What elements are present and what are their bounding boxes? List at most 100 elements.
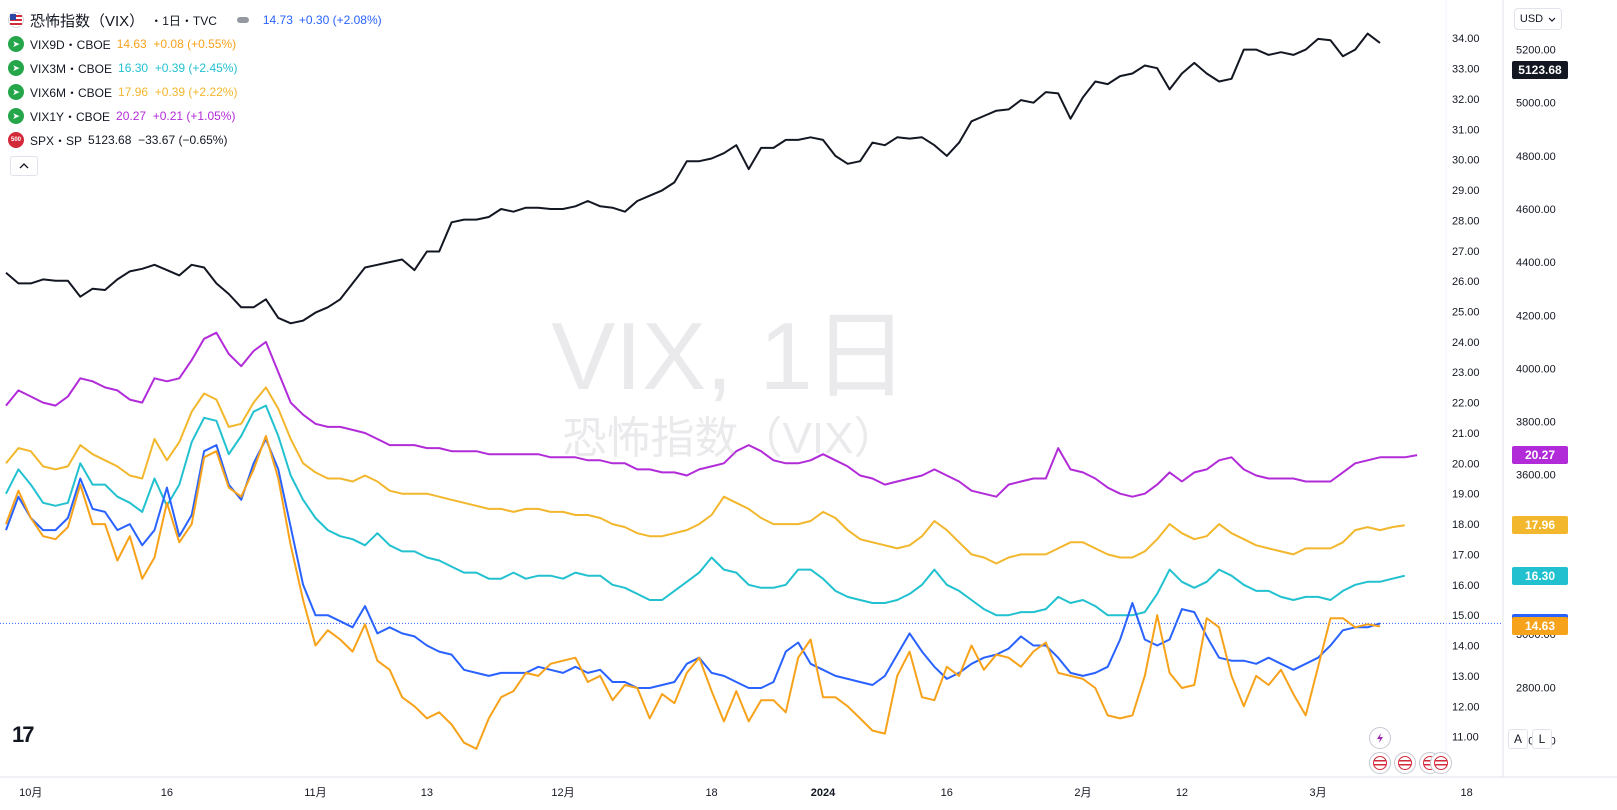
auto-scale-button[interactable]: A bbox=[1508, 729, 1528, 749]
left-tick-label: 28.00 bbox=[1452, 215, 1480, 227]
log-scale-button[interactable]: L bbox=[1532, 729, 1552, 749]
left-tick-label: 18.00 bbox=[1452, 519, 1480, 531]
time-tick-label: 2月 bbox=[1074, 787, 1091, 799]
main-last-value: 14.73 bbox=[262, 13, 293, 27]
tradingview-logo: 17 bbox=[12, 722, 35, 747]
left-tick-label: 25.00 bbox=[1452, 306, 1480, 318]
legend-row[interactable]: 500 SPX・SP 5123.68 −33.67 (−0.65%) bbox=[8, 128, 388, 152]
cboe-arrow-icon: ➤ bbox=[8, 36, 24, 52]
right-tick-label: 3600.00 bbox=[1516, 470, 1556, 482]
right-tick-label: 2800.00 bbox=[1516, 682, 1556, 694]
main-symbol-interval: ・1日・TVC bbox=[150, 13, 217, 28]
right-tick-label: 5200.00 bbox=[1516, 45, 1556, 57]
price-axis-area bbox=[1503, 0, 1617, 810]
right-tick-label: 5000.00 bbox=[1516, 98, 1556, 110]
us-flag-icon bbox=[8, 12, 24, 28]
legend-values: 16.30 +0.39 (+2.45%) bbox=[118, 61, 238, 75]
legend-symbol: VIX3M・CBOE bbox=[30, 61, 113, 76]
legend-main-row[interactable]: 恐怖指数（VIX） ・1日・TVC 14.73 +0.30 (+2.08%) bbox=[8, 8, 388, 32]
left-tick-label: 33.00 bbox=[1452, 64, 1480, 76]
time-axis-ticks: 10月 16 11月 13 12月 18 2024 16 2月 12 3月 18 bbox=[19, 787, 1473, 799]
currency-selector[interactable]: USD bbox=[1514, 8, 1562, 30]
us-flag-event-icon[interactable] bbox=[1369, 752, 1391, 774]
price-tag: 16.30 bbox=[1512, 566, 1568, 585]
cboe-arrow-icon: ➤ bbox=[8, 60, 24, 76]
right-tick-label: 4800.00 bbox=[1516, 151, 1556, 163]
collapse-legend-button[interactable] bbox=[10, 156, 38, 176]
main-change-value: +0.30 (+2.08%) bbox=[298, 13, 382, 27]
cboe-arrow-icon: ➤ bbox=[8, 108, 24, 124]
legend-symbol: VIX9D・CBOE bbox=[30, 37, 111, 52]
left-tick-label: 27.00 bbox=[1452, 246, 1480, 258]
right-tick-label: 4600.00 bbox=[1516, 204, 1556, 216]
left-tick-label: 14.00 bbox=[1452, 641, 1480, 653]
left-tick-label: 32.00 bbox=[1452, 94, 1480, 106]
legend-symbol: VIX1Y・CBOE bbox=[30, 109, 111, 124]
right-tick-label: 4000.00 bbox=[1516, 363, 1556, 375]
left-tick-label: 29.00 bbox=[1452, 185, 1480, 197]
left-tick-label: 15.00 bbox=[1452, 610, 1480, 622]
legend-values: 14.63 +0.08 (+0.55%) bbox=[116, 37, 237, 51]
right-tick-label: 4400.00 bbox=[1516, 257, 1556, 269]
time-tick-label: 13 bbox=[421, 787, 433, 799]
legend-row[interactable]: ➤ VIX9D・CBOE 14.63 +0.08 (+0.55%) bbox=[8, 32, 388, 56]
main-symbol-title: 恐怖指数（VIX） bbox=[30, 12, 145, 30]
time-tick-label: 3月 bbox=[1310, 787, 1327, 799]
legend-row[interactable]: ➤ VIX6M・CBOE 17.96 +0.39 (+2.22%) bbox=[8, 80, 388, 104]
visibility-toggle-icon[interactable] bbox=[236, 17, 249, 23]
left-tick-label: 30.00 bbox=[1452, 155, 1480, 167]
spx-badge-icon: 500 bbox=[8, 132, 24, 148]
left-tick-label: 20.00 bbox=[1452, 458, 1480, 470]
legend: 恐怖指数（VIX） ・1日・TVC 14.73 +0.30 (+2.08%) ➤… bbox=[8, 8, 388, 176]
left-tick-label: 21.00 bbox=[1452, 428, 1480, 440]
time-tick-label: 12月 bbox=[551, 787, 574, 799]
left-tick-label: 34.00 bbox=[1452, 33, 1480, 45]
us-flag-event-icon[interactable] bbox=[1394, 752, 1416, 774]
series-line bbox=[5, 331, 1418, 498]
price-tag: 17.96 bbox=[1512, 516, 1568, 535]
left-tick-label: 12.00 bbox=[1452, 701, 1480, 713]
left-tick-label: 26.00 bbox=[1452, 276, 1480, 288]
left-tick-label: 11.00 bbox=[1452, 732, 1479, 744]
series-line bbox=[5, 435, 1381, 750]
left-tick-label: 24.00 bbox=[1452, 337, 1480, 349]
legend-row[interactable]: ➤ VIX3M・CBOE 16.30 +0.39 (+2.45%) bbox=[8, 56, 388, 80]
right-tick-label: 3800.00 bbox=[1516, 417, 1556, 429]
legend-symbol: VIX6M・CBOE bbox=[30, 85, 113, 100]
cboe-arrow-icon: ➤ bbox=[8, 84, 24, 100]
time-tick-label: 10月 bbox=[19, 787, 42, 799]
series-line bbox=[5, 404, 1406, 617]
time-tick-label: 12 bbox=[1176, 787, 1188, 799]
left-tick-label: 31.00 bbox=[1452, 124, 1480, 136]
legend-values: 5123.68 −33.67 (−0.65%) bbox=[88, 133, 228, 147]
time-tick-label: 18 bbox=[1461, 787, 1473, 799]
legend-symbol: SPX・SP bbox=[30, 133, 83, 148]
price-tag: 5123.68 bbox=[1512, 60, 1568, 79]
left-tick-label: 23.00 bbox=[1452, 367, 1480, 379]
price-tag: 20.27 bbox=[1512, 446, 1568, 465]
left-tick-label: 22.00 bbox=[1452, 398, 1480, 410]
time-tick-label: 16 bbox=[161, 787, 173, 799]
left-tick-label: 13.00 bbox=[1452, 671, 1480, 683]
time-tick-label: 18 bbox=[705, 787, 717, 799]
currency-label: USD bbox=[1519, 13, 1544, 25]
legend-row[interactable]: ➤ VIX1Y・CBOE 20.27 +0.21 (+1.05%) bbox=[8, 104, 388, 128]
price-tag: 14.63 bbox=[1512, 617, 1568, 636]
legend-values: 17.96 +0.39 (+2.22%) bbox=[118, 85, 238, 99]
series-line bbox=[5, 386, 1405, 565]
series-lines bbox=[5, 32, 1418, 750]
chevron-up-icon bbox=[19, 163, 29, 169]
time-tick-label: 16 bbox=[941, 787, 953, 799]
lightning-event-icon[interactable] bbox=[1369, 727, 1391, 749]
chevron-down-icon bbox=[1548, 17, 1556, 22]
time-tick-label: 11月 bbox=[304, 787, 326, 799]
left-tick-label: 17.00 bbox=[1452, 549, 1480, 561]
legend-values: 20.27 +0.21 (+1.05%) bbox=[116, 109, 236, 123]
left-tick-label: 16.00 bbox=[1452, 580, 1480, 592]
series-line bbox=[5, 32, 1381, 325]
left-tick-label: 19.00 bbox=[1452, 489, 1480, 501]
left-axis-ticks: 34.00 33.00 32.00 31.00 30.00 29.00 28.00 27.00… bbox=[1452, 33, 1480, 743]
us-flag-event-icon[interactable] bbox=[1430, 752, 1452, 774]
